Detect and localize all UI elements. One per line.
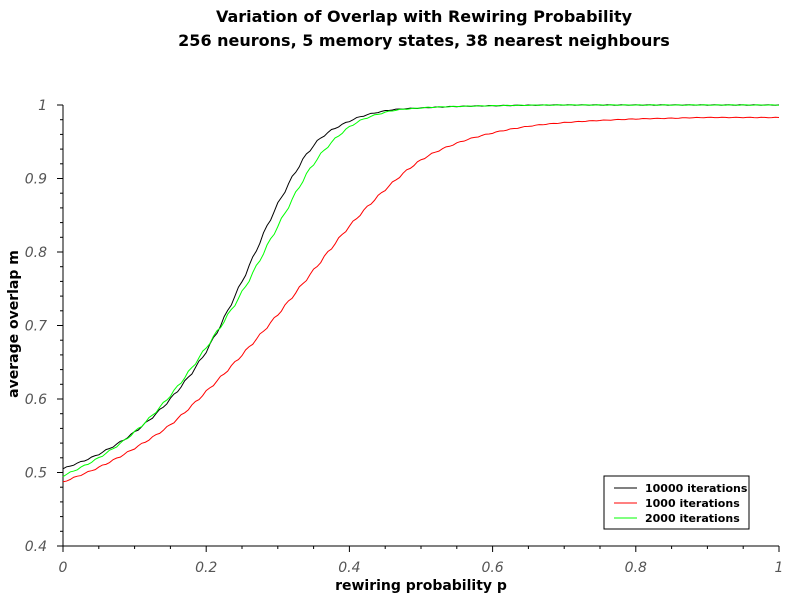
y-tick-label: 0.5 — [25, 466, 47, 482]
x-tick-label: 0 — [59, 560, 68, 576]
x-tick-label: 0.4 — [338, 560, 360, 576]
x-tick-label: 1 — [775, 560, 784, 576]
y-axis-label: average overlap m — [6, 250, 22, 398]
x-tick-label: 0.6 — [481, 560, 503, 576]
chart-subtitle: 256 neurons, 5 memory states, 38 nearest… — [178, 31, 670, 50]
y-tick-label: 0.8 — [25, 245, 47, 261]
legend-label-3: 2000 iterations — [645, 512, 740, 525]
y-tick-label: 0.4 — [25, 539, 47, 555]
x-axis-label: rewiring probability p — [335, 578, 507, 594]
series-line-2 — [62, 116, 780, 483]
legend-label-2: 1000 iterations — [645, 497, 740, 510]
plot-area: 0.4 0.5 0.6 0.7 0.8 0.9 1 0 0.2 0.4 0.6 0.8 1 — [25, 98, 784, 576]
axis-ticks: 0.4 0.5 0.6 0.7 0.8 0.9 1 0 0.2 0.4 0.6 0.8 1 — [25, 98, 784, 576]
legend-label-1: 10000 iterations — [645, 482, 748, 495]
x-tick-label: 0.2 — [195, 560, 217, 576]
y-tick-label: 0.6 — [25, 392, 47, 408]
series-lines — [62, 104, 780, 483]
x-tick-label: 0.8 — [625, 560, 647, 576]
series-line-3 — [62, 104, 780, 478]
legend: 10000 iterations 1000 iterations 2000 iter… — [603, 475, 750, 530]
y-tick-label: 0.9 — [25, 172, 47, 188]
y-tick-label: 1 — [38, 98, 47, 114]
chart-title: Variation of Overlap with Rewiring Proba… — [216, 7, 633, 26]
y-tick-label: 0.7 — [25, 319, 47, 335]
